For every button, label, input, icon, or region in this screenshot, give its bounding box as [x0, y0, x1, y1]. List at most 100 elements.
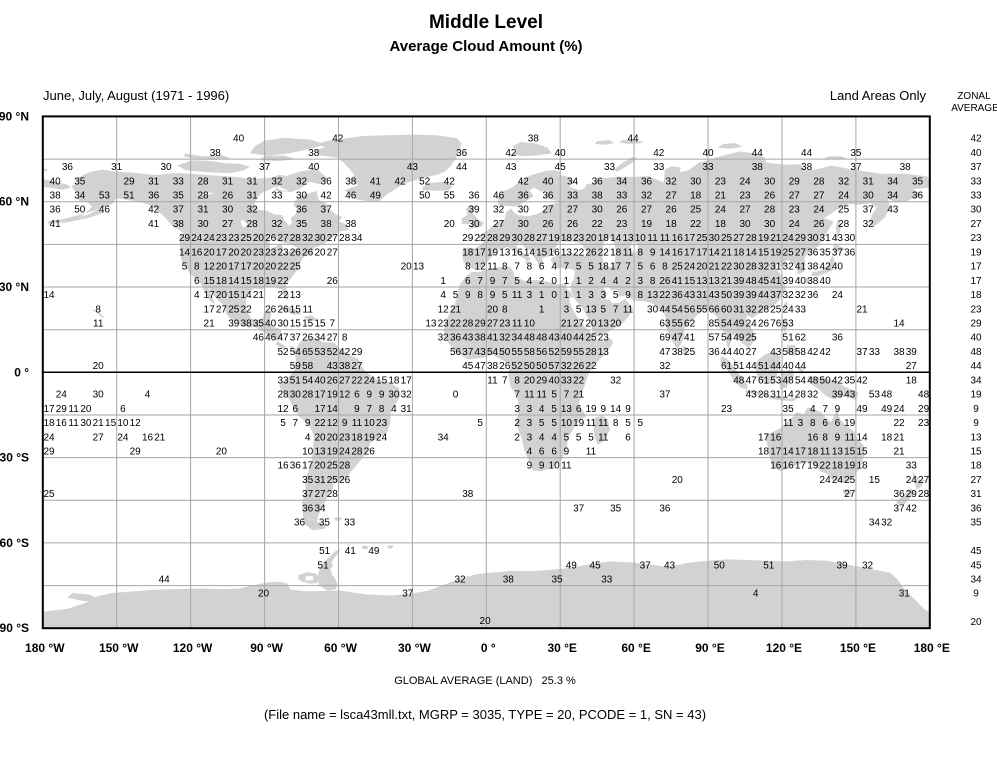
- svg-text:63: 63: [659, 319, 671, 330]
- svg-text:22: 22: [351, 375, 363, 386]
- svg-text:23: 23: [598, 333, 610, 344]
- svg-text:30: 30: [222, 205, 234, 216]
- svg-text:150 °E: 150 °E: [840, 641, 876, 655]
- svg-text:17: 17: [314, 404, 326, 415]
- svg-text:23: 23: [918, 418, 930, 429]
- svg-text:36: 36: [148, 191, 160, 202]
- svg-text:40: 40: [970, 148, 982, 159]
- svg-text:15: 15: [536, 247, 548, 258]
- svg-text:21: 21: [561, 319, 573, 330]
- svg-text:11: 11: [487, 262, 498, 273]
- svg-text:30: 30: [844, 233, 856, 244]
- svg-text:15: 15: [228, 290, 240, 301]
- svg-text:1: 1: [576, 290, 582, 301]
- svg-text:20: 20: [80, 404, 92, 415]
- svg-text:180 °W: 180 °W: [25, 641, 65, 655]
- svg-text:13: 13: [499, 247, 511, 258]
- svg-text:21: 21: [93, 418, 105, 429]
- svg-text:51: 51: [123, 191, 135, 202]
- svg-text:32: 32: [881, 518, 893, 529]
- svg-text:19: 19: [641, 219, 653, 230]
- svg-text:11: 11: [660, 233, 671, 244]
- svg-text:7: 7: [477, 276, 483, 287]
- svg-text:3: 3: [564, 304, 570, 315]
- svg-text:16: 16: [807, 432, 819, 443]
- svg-text:26: 26: [542, 219, 554, 230]
- svg-text:38: 38: [528, 134, 540, 145]
- svg-text:51: 51: [758, 361, 770, 372]
- svg-text:17: 17: [696, 247, 708, 258]
- svg-text:33: 33: [561, 375, 573, 386]
- svg-text:39: 39: [228, 319, 240, 330]
- svg-text:38: 38: [893, 347, 905, 358]
- svg-text:30 °S: 30 °S: [0, 451, 29, 465]
- svg-text:24: 24: [715, 205, 727, 216]
- svg-text:15: 15: [970, 447, 982, 458]
- svg-text:25: 25: [721, 233, 733, 244]
- svg-text:38: 38: [475, 333, 487, 344]
- svg-text:60 °E: 60 °E: [621, 641, 650, 655]
- svg-text:18: 18: [758, 447, 770, 458]
- svg-text:27: 27: [339, 375, 351, 386]
- svg-text:13: 13: [696, 276, 708, 287]
- svg-text:18: 18: [715, 219, 727, 230]
- svg-text:38: 38: [672, 347, 684, 358]
- svg-text:24: 24: [364, 375, 376, 386]
- svg-text:20: 20: [204, 247, 216, 258]
- svg-text:16: 16: [672, 233, 684, 244]
- svg-text:28: 28: [277, 390, 289, 401]
- svg-text:30: 30: [314, 233, 326, 244]
- svg-text:9: 9: [490, 276, 496, 287]
- svg-text:54: 54: [672, 304, 684, 315]
- svg-text:16: 16: [277, 461, 289, 472]
- svg-text:37: 37: [462, 347, 474, 358]
- svg-text:25: 25: [783, 247, 795, 258]
- svg-text:14: 14: [783, 390, 795, 401]
- svg-text:44: 44: [752, 148, 764, 159]
- svg-text:6: 6: [650, 262, 656, 273]
- svg-text:15: 15: [844, 447, 856, 458]
- svg-text:39: 39: [832, 390, 844, 401]
- svg-text:10: 10: [302, 447, 314, 458]
- svg-text:22: 22: [277, 262, 289, 273]
- svg-text:11: 11: [68, 418, 79, 429]
- svg-text:3: 3: [527, 432, 533, 443]
- svg-text:48: 48: [881, 390, 893, 401]
- svg-text:13: 13: [832, 447, 844, 458]
- svg-text:27: 27: [733, 233, 745, 244]
- svg-text:52: 52: [549, 347, 561, 358]
- svg-text:23: 23: [339, 432, 351, 443]
- svg-text:22: 22: [690, 219, 702, 230]
- svg-text:36: 36: [893, 489, 905, 500]
- svg-text:35: 35: [74, 176, 86, 187]
- svg-text:20: 20: [216, 447, 228, 458]
- svg-text:47: 47: [746, 375, 758, 386]
- svg-text:5: 5: [551, 404, 557, 415]
- svg-text:36: 36: [659, 503, 671, 514]
- svg-text:14: 14: [783, 447, 795, 458]
- svg-text:22: 22: [659, 290, 671, 301]
- svg-text:40: 40: [820, 276, 832, 287]
- svg-text:39: 39: [906, 347, 918, 358]
- svg-text:38: 38: [503, 575, 515, 586]
- svg-text:37: 37: [850, 162, 862, 173]
- svg-text:30: 30: [388, 390, 400, 401]
- svg-text:36: 36: [290, 461, 302, 472]
- svg-text:33: 33: [344, 518, 356, 529]
- svg-text:6: 6: [293, 404, 299, 415]
- svg-text:5: 5: [638, 418, 644, 429]
- svg-text:25: 25: [327, 475, 339, 486]
- svg-text:6: 6: [539, 447, 545, 458]
- svg-text:5: 5: [638, 262, 644, 273]
- svg-text:32: 32: [807, 390, 819, 401]
- svg-text:44: 44: [970, 361, 982, 372]
- svg-text:10: 10: [635, 233, 647, 244]
- svg-text:27: 27: [970, 475, 982, 486]
- svg-text:42: 42: [970, 134, 982, 145]
- svg-text:17: 17: [970, 262, 982, 273]
- svg-text:17: 17: [770, 447, 782, 458]
- svg-text:14: 14: [856, 432, 868, 443]
- svg-text:5: 5: [588, 262, 594, 273]
- svg-text:16: 16: [672, 247, 684, 258]
- svg-text:38: 38: [321, 219, 333, 230]
